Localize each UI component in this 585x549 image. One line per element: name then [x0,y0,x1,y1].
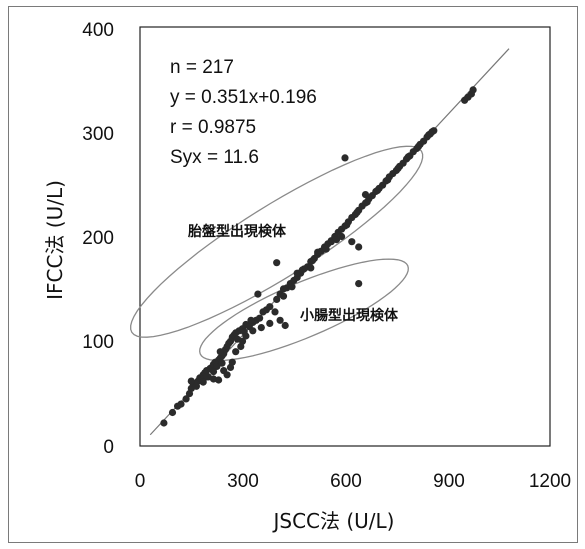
ellipse-layer [130,145,424,362]
data-point [348,238,356,246]
annotation-intestinal: 小腸型出現検体 [300,307,399,324]
data-point [341,154,349,162]
stat-r: r = 0.9875 [170,117,256,138]
data-point [256,314,264,322]
data-point [266,319,274,327]
ellipse-placental [130,145,424,338]
x-tick-label: 0 [135,471,146,492]
data-point [428,128,436,136]
plot-area [139,26,551,447]
ellipse-intestinal [199,258,409,362]
data-point [168,408,177,417]
data-point [414,142,423,150]
data-point [273,295,281,303]
x-tick-label: 1200 [529,471,571,492]
data-point [160,419,168,427]
data-point [373,186,382,194]
x-tick-label: 300 [227,471,259,492]
x-tick-label: 600 [330,471,362,492]
data-point [307,264,315,272]
data-point [363,198,371,206]
data-point [209,375,218,383]
data-point [281,321,289,330]
data-point [355,243,363,251]
data-point [216,348,224,356]
data-point [276,316,284,324]
data-point [288,283,296,291]
data-point [257,324,265,332]
data-point [177,400,185,408]
data-point [228,358,236,366]
data-point [314,248,322,256]
data-point [218,359,226,367]
data-point [182,395,190,403]
data-point [203,373,211,381]
data-point [394,164,402,172]
stat-n: n = 217 [170,57,234,78]
data-point [355,280,363,288]
data-point [242,332,250,340]
data-point [249,327,257,335]
y-tick-label: 300 [82,124,114,145]
data-point [308,257,317,265]
x-tick-label: 900 [433,471,465,492]
point-layer [160,86,477,427]
data-point [384,176,392,184]
data-point [192,382,200,390]
data-point [469,86,477,94]
data-point [353,208,361,216]
data-point [247,316,255,324]
stat-syx: Syx = 11.6 [170,147,259,168]
data-point [254,290,262,298]
y-tick-label: 200 [82,228,114,249]
x-axis-label: JSCC法 (U/L) [271,509,394,533]
data-point [271,308,279,316]
data-point [361,191,370,199]
data-point [209,368,218,376]
data-point [187,377,195,385]
y-tick-label: 0 [103,437,114,458]
data-point [199,378,207,386]
y-axis-label: IFCC法 (U/L) [43,180,67,300]
data-point [232,348,240,356]
data-point [322,245,330,253]
data-point [238,337,247,345]
y-tick-label: 100 [82,332,114,353]
data-point [404,153,412,161]
annotation-placental: 胎盤型出現検体 [188,223,287,240]
data-point [266,303,274,311]
data-point [332,236,341,244]
data-point [343,221,351,229]
data-point [273,259,281,267]
y-tick-label: 400 [82,20,114,41]
stat-equation: y = 0.351x+0.196 [170,87,317,108]
data-point [279,292,288,300]
data-point [298,266,306,274]
data-point [223,371,231,379]
